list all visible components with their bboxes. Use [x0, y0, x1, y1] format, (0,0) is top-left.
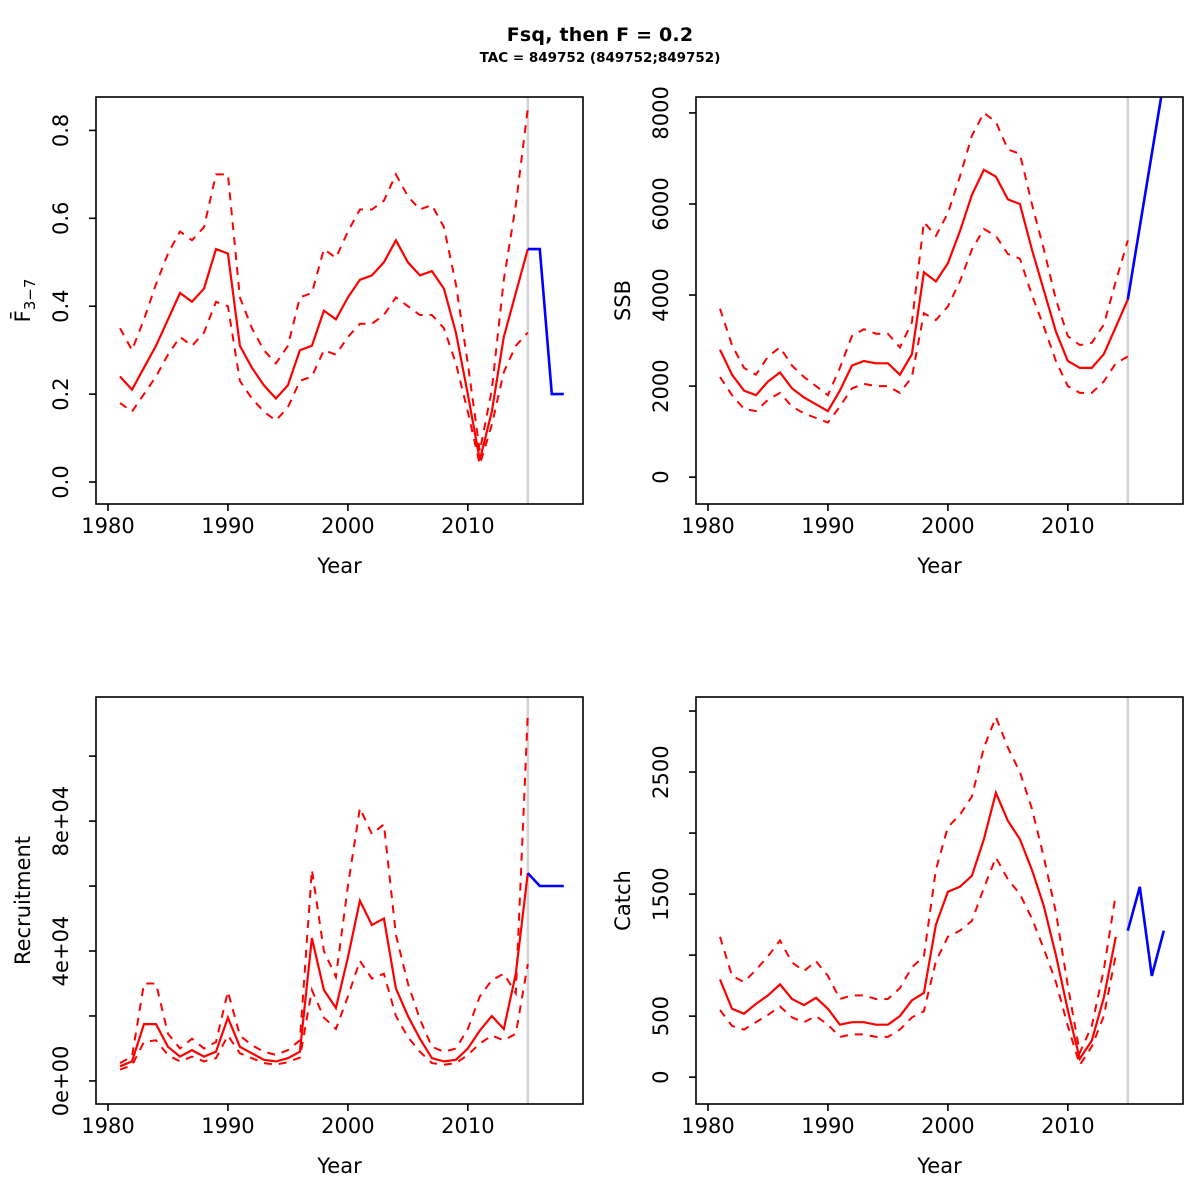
y-tick-label: 8e+04 — [49, 786, 73, 857]
x-tick-label: 1990 — [201, 514, 254, 538]
x-tick-label: 1990 — [801, 1114, 854, 1138]
y-tick-label: 0 — [649, 470, 673, 483]
plot-box — [95, 696, 584, 1105]
forecast-line — [1126, 886, 1166, 977]
x-axis-title: Year — [316, 554, 362, 578]
upper-ci-line — [719, 714, 1117, 1057]
y-tick-label: 0.0 — [49, 465, 73, 498]
x-tick-label: 2010 — [441, 514, 494, 538]
y-tick-label: 2500 — [649, 745, 673, 798]
panel-recruitment-chart: 1980 1990 2000 2010 Year 0e+00 4e+04 8e+04 Recru… — [11, 696, 584, 1178]
plot-area — [119, 697, 564, 1104]
panel-catch-chart: 1980 1990 2000 2010 Year 0 500 1500 2500 Catch — [611, 696, 1184, 1178]
y-tick-label: 0.2 — [49, 377, 73, 410]
x-tick-label: 1990 — [801, 514, 854, 538]
x-axis-title: Year — [916, 554, 962, 578]
x-tick-label: 1980 — [681, 1114, 734, 1138]
x-tick-label: 2000 — [321, 1114, 374, 1138]
plot-box — [95, 96, 584, 505]
figure-title: Fsq, then F = 0.2 — [506, 24, 694, 46]
x-tick-label: 2000 — [921, 1114, 974, 1138]
x-axis-title: Year — [916, 1154, 962, 1178]
upper-ci-line — [719, 111, 1129, 397]
median-line — [119, 872, 529, 1068]
x-tick-label: 2010 — [441, 1114, 494, 1138]
y-tick-label: 4000 — [649, 268, 673, 321]
median-line — [119, 238, 529, 461]
plot-box — [695, 696, 1184, 1105]
y-axis-title: F̄3−7 — [10, 279, 39, 323]
forecast-line — [526, 872, 564, 888]
y-axis-title: Recruitment — [11, 836, 35, 965]
panel-ssb-chart: 1980 1990 2000 2010 Year 0 2000 4000 6000 8000 SSB — [611, 86, 1184, 578]
y-axis-title: SSB — [611, 280, 635, 321]
figure-subtitle: TAC = 849752 (849752;849752) — [479, 50, 721, 66]
y-tick-label: 0e+00 — [49, 1046, 73, 1117]
x-tick-label: 2000 — [321, 514, 374, 538]
y-tick-label: 500 — [649, 996, 673, 1036]
figure-header: Fsq, then F = 0.2 TAC = 849752 (849752;8… — [0, 0, 1200, 66]
forecast-line — [1126, 97, 1163, 300]
x-tick-label: 1980 — [81, 514, 134, 538]
x-axis-title: Year — [316, 1154, 362, 1178]
x-tick-label: 1990 — [201, 1114, 254, 1138]
x-tick-label: 1980 — [681, 514, 734, 538]
panel-fbar-chart: 1980 1990 2000 2010 Year 0.0 0.2 0.4 0.6 0.8 F̄3−7 — [10, 96, 584, 578]
plot-box — [695, 96, 1184, 505]
lower-ci-line — [119, 958, 529, 1071]
y-tick-label: 0.8 — [49, 114, 73, 147]
y-axis-title: Catch — [611, 870, 635, 931]
x-tick-label: 2010 — [1041, 1114, 1094, 1138]
plot-area — [119, 97, 564, 504]
y-tick-label: 0.4 — [49, 289, 73, 322]
y-tick-label: 6000 — [649, 177, 673, 230]
plot-area — [718, 697, 1166, 1104]
median-line — [718, 789, 1117, 1062]
y-tick-label: 4e+04 — [49, 916, 73, 987]
y-tick-label: 0.6 — [49, 202, 73, 235]
lower-ci-line — [719, 227, 1129, 424]
median-line — [719, 168, 1129, 413]
x-tick-label: 1980 — [81, 1114, 134, 1138]
y-tick-label: 1500 — [649, 867, 673, 920]
lower-ci-line — [119, 295, 529, 469]
y-tick-label: 8000 — [649, 86, 673, 139]
upper-ci-line — [119, 108, 529, 452]
x-tick-label: 2010 — [1041, 514, 1094, 538]
upper-ci-line — [119, 713, 529, 1064]
plot-area — [719, 97, 1163, 504]
forecast-line — [527, 247, 564, 396]
y-tick-label: 0 — [649, 1071, 673, 1084]
x-tick-label: 2000 — [921, 514, 974, 538]
y-tick-label: 2000 — [649, 359, 673, 412]
